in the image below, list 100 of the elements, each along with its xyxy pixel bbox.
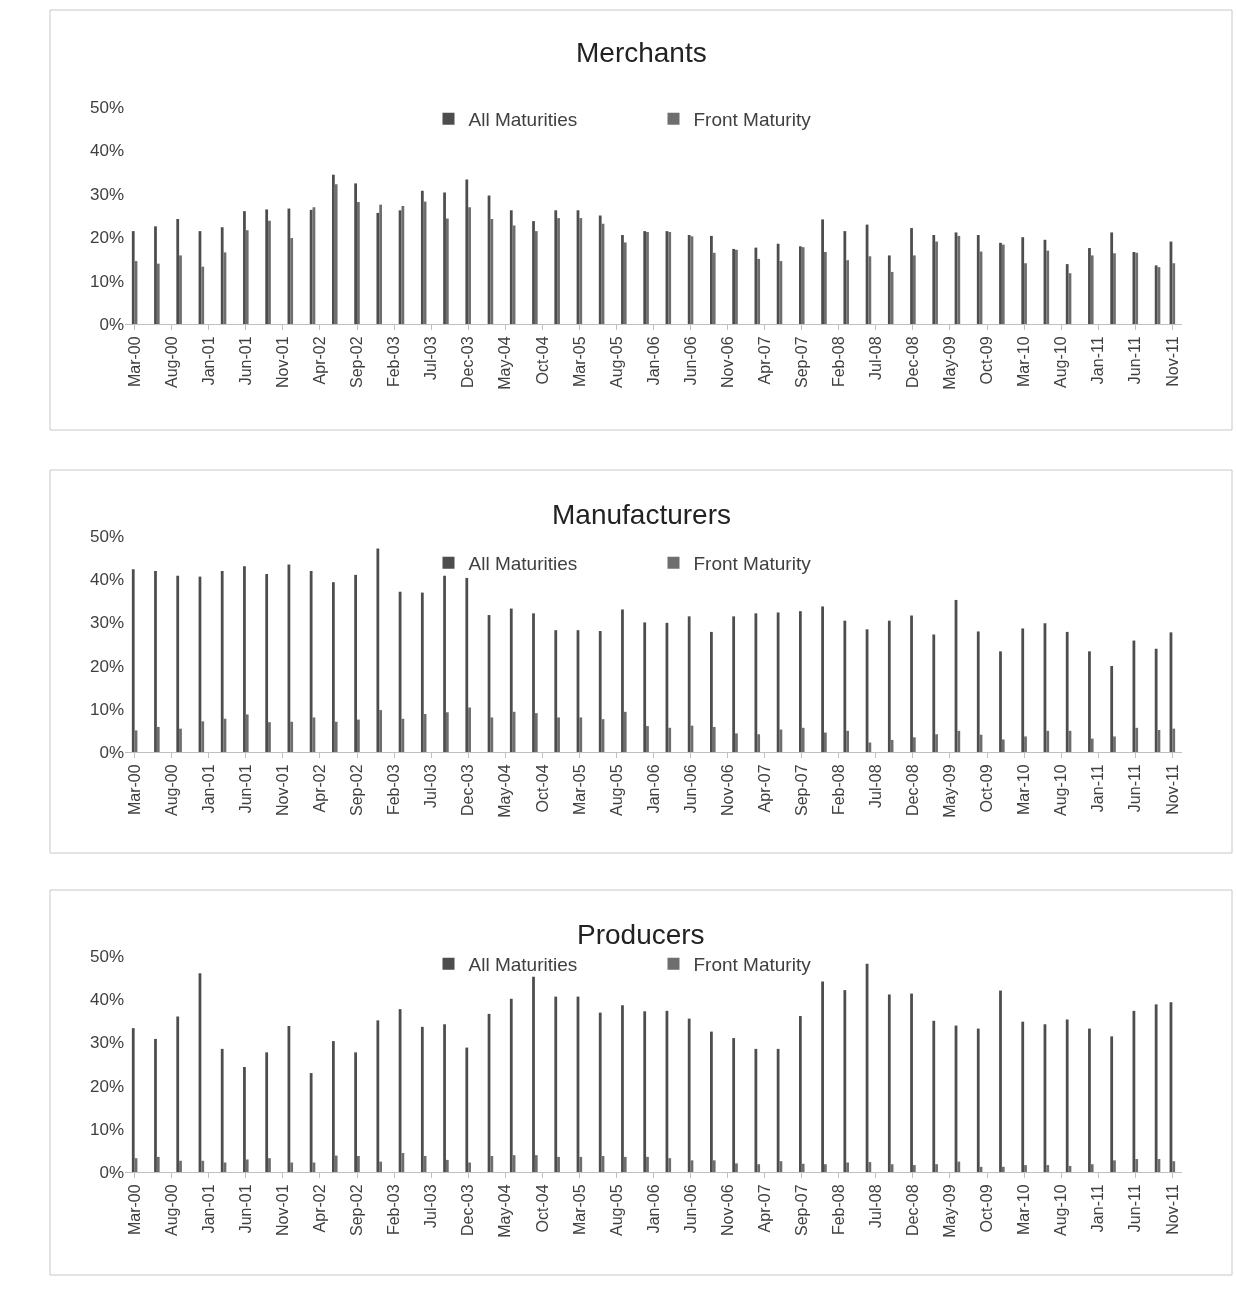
bar bbox=[1113, 736, 1116, 752]
y-tick-label: 40% bbox=[89, 141, 124, 161]
x-tick-label: Aug-10 bbox=[1052, 1184, 1070, 1236]
bar bbox=[732, 616, 736, 752]
bar bbox=[957, 730, 961, 752]
x-tick-label: Feb-03 bbox=[385, 764, 403, 816]
x-tick-label: Nov-01 bbox=[274, 336, 292, 388]
bar bbox=[868, 1162, 872, 1172]
x-tick-label: Aug-00 bbox=[162, 1184, 180, 1236]
bar bbox=[420, 592, 424, 752]
bar bbox=[468, 207, 471, 324]
x-tick-label: Jan-11 bbox=[1089, 764, 1107, 813]
bar bbox=[309, 570, 313, 752]
bar bbox=[668, 1158, 672, 1172]
bar bbox=[935, 241, 938, 324]
bar bbox=[712, 252, 716, 324]
bar bbox=[534, 713, 538, 752]
bar bbox=[846, 730, 849, 752]
x-tick-label: Nov-06 bbox=[718, 764, 736, 816]
bar bbox=[776, 612, 780, 752]
y-tick-label: 50% bbox=[89, 526, 124, 546]
bar bbox=[290, 1162, 294, 1172]
bar bbox=[579, 717, 583, 752]
legend-label: Front Maturity bbox=[693, 954, 812, 976]
bar bbox=[621, 235, 624, 324]
bar bbox=[1046, 1165, 1050, 1172]
legend-label: All Maturities bbox=[468, 109, 578, 131]
bar bbox=[156, 1156, 160, 1172]
bar bbox=[468, 707, 471, 752]
bar bbox=[598, 215, 602, 324]
y-tick-label: 50% bbox=[89, 946, 124, 966]
bar bbox=[821, 219, 824, 324]
x-tick-label: Jun-06 bbox=[681, 336, 699, 386]
x-tick-label: Jan-01 bbox=[199, 336, 217, 386]
x-tick-label: Mar-05 bbox=[570, 764, 588, 816]
x-tick-label: May-09 bbox=[941, 336, 959, 390]
bar bbox=[1024, 1165, 1027, 1172]
bar bbox=[1001, 739, 1005, 752]
bar bbox=[154, 226, 157, 324]
bar bbox=[823, 251, 827, 324]
bar bbox=[331, 1041, 335, 1172]
bar bbox=[887, 620, 891, 752]
bar bbox=[757, 1164, 761, 1172]
x-tick-label: Jul-08 bbox=[867, 1184, 885, 1228]
bar bbox=[420, 190, 424, 324]
x-tick-label: Mar-00 bbox=[125, 764, 143, 816]
bar bbox=[646, 726, 649, 752]
x-tick-label: Nov-11 bbox=[1163, 336, 1181, 387]
x-tick-label: Dec-03 bbox=[459, 1184, 477, 1236]
y-tick-label: 30% bbox=[89, 613, 124, 633]
bar bbox=[1088, 1028, 1091, 1172]
x-tick-label: Dec-08 bbox=[904, 336, 922, 388]
bar bbox=[798, 1016, 802, 1172]
bar bbox=[179, 255, 182, 324]
bar bbox=[201, 721, 205, 752]
x-tick-label: Apr-02 bbox=[311, 764, 329, 813]
bar bbox=[598, 631, 602, 752]
bar bbox=[268, 1158, 271, 1172]
x-tick-label: Aug-10 bbox=[1052, 764, 1070, 816]
bar bbox=[621, 1005, 624, 1172]
bar bbox=[1110, 1036, 1114, 1172]
x-tick-label: Aug-00 bbox=[162, 336, 180, 388]
bar bbox=[754, 613, 758, 752]
bar bbox=[1172, 263, 1176, 324]
x-tick-label: Jan-06 bbox=[644, 1184, 662, 1234]
bar bbox=[999, 990, 1002, 1172]
x-tick-label: Feb-08 bbox=[830, 336, 848, 388]
x-tick-label: Sep-07 bbox=[792, 336, 810, 388]
bar bbox=[176, 1016, 180, 1172]
x-tick-label: Aug-00 bbox=[162, 764, 180, 816]
x-tick-label: Sep-02 bbox=[348, 1184, 366, 1236]
x-tick-label: Feb-08 bbox=[830, 764, 848, 816]
x-tick-label: Aug-05 bbox=[607, 764, 625, 816]
y-tick-label: 0% bbox=[99, 1162, 124, 1182]
x-tick-label: Sep-02 bbox=[348, 336, 366, 388]
bar bbox=[710, 235, 713, 324]
bar bbox=[220, 570, 224, 752]
bar bbox=[509, 998, 513, 1172]
bar bbox=[887, 255, 891, 324]
x-tick-label: Nov-06 bbox=[718, 1184, 736, 1236]
x-tick-label: Dec-08 bbox=[904, 764, 922, 816]
y-tick-label: 10% bbox=[89, 1119, 124, 1139]
x-tick-label: Apr-07 bbox=[755, 1184, 773, 1233]
bar bbox=[843, 620, 847, 752]
x-tick-label: May-04 bbox=[496, 1184, 514, 1238]
bar bbox=[801, 1163, 805, 1172]
bar bbox=[1090, 255, 1094, 324]
bar bbox=[243, 1067, 246, 1172]
bar bbox=[376, 1020, 380, 1172]
x-tick-label: Nov-06 bbox=[718, 336, 736, 388]
x-tick-label: Mar-00 bbox=[125, 336, 143, 388]
chart-title: Producers bbox=[577, 919, 705, 950]
x-tick-label: May-04 bbox=[496, 764, 514, 818]
bar bbox=[1154, 648, 1158, 752]
bar bbox=[243, 566, 246, 752]
bar bbox=[131, 1028, 135, 1172]
x-tick-label: Mar-10 bbox=[1015, 764, 1033, 816]
bar bbox=[379, 1161, 383, 1172]
x-tick-label: Oct-09 bbox=[978, 1184, 996, 1233]
bar bbox=[201, 1160, 205, 1172]
